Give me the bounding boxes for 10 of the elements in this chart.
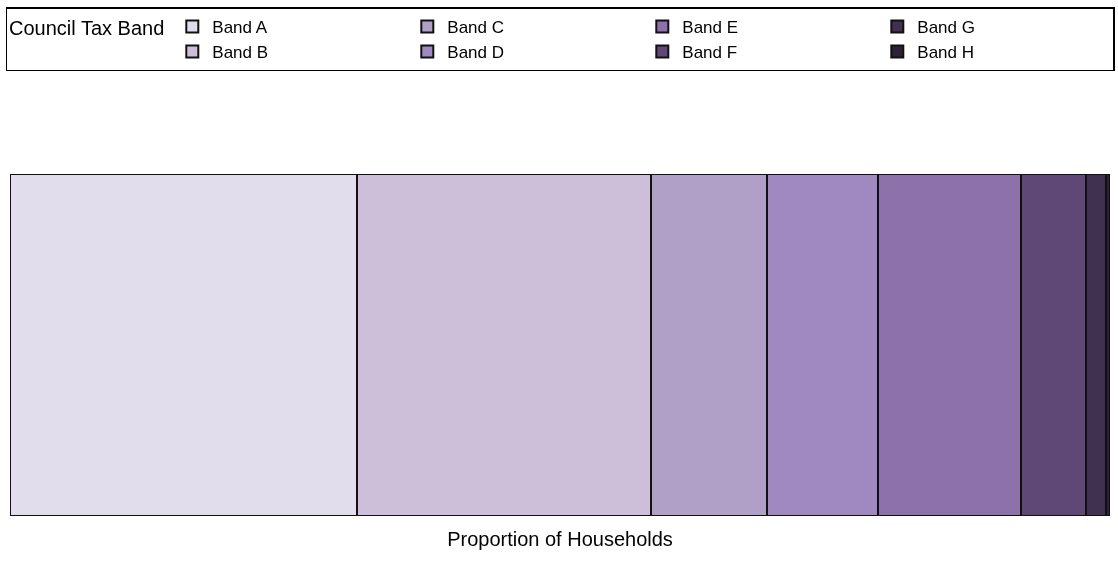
legend-label: Band C [447,18,504,38]
legend-title: Council Tax Band [9,16,165,39]
x-axis-title: Proportion of Households [447,527,673,550]
legend-label: Band G [917,18,975,38]
legend-label: Band F [682,43,738,63]
legend-label: Band H [917,43,974,63]
legend-label: Band B [212,43,269,63]
legend-label: Band A [212,18,268,38]
legend-label: Band D [447,43,504,63]
legend-label: Band E [682,18,739,38]
